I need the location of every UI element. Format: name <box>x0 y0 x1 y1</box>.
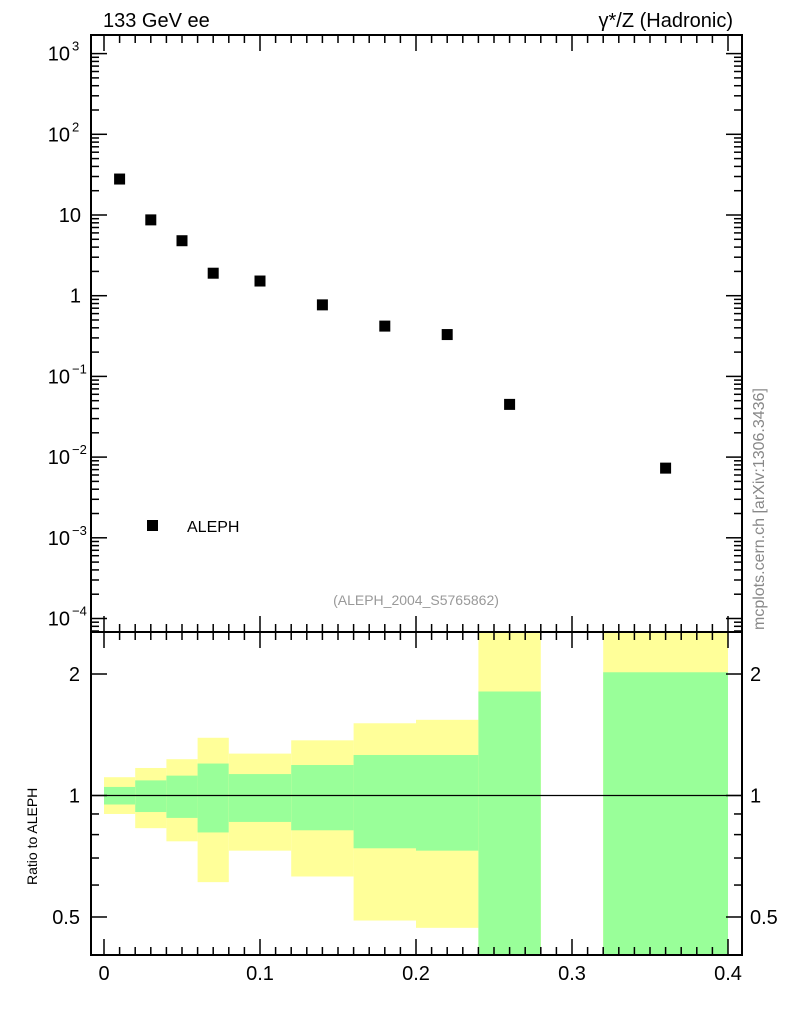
data-point <box>254 275 266 287</box>
title-right: γ*/Z (Hadronic) <box>599 10 733 32</box>
inner-band-bin <box>228 774 292 822</box>
inner-band-bin <box>291 765 354 831</box>
y-tick-exponent: 2 <box>72 119 79 134</box>
inner-band-bin <box>416 754 479 851</box>
inner-band-bin <box>603 672 728 955</box>
inner-band-bin <box>197 763 229 833</box>
ratio-ylabel: Ratio to ALEPH <box>24 788 40 885</box>
y-tick-label: 10 <box>48 44 70 66</box>
ratio-y-tick-label-right: 1 <box>750 786 761 808</box>
data-point <box>176 235 188 247</box>
ratio-y-tick-label-right: 0.5 <box>750 907 778 929</box>
x-tick-label: 0.4 <box>714 963 742 985</box>
data-point <box>660 462 672 474</box>
y-tick-label: 10 <box>48 528 70 550</box>
y-tick-label: 10 <box>48 124 70 146</box>
inner-band-bin <box>478 691 541 955</box>
data-point <box>207 267 219 279</box>
y-tick-label: 1 <box>70 286 81 308</box>
y-tick-exponent: 3 <box>72 39 79 54</box>
y-tick-label: 10 <box>59 205 81 227</box>
ratio-y-tick-label: 2 <box>69 664 80 686</box>
legend-label: ALEPH <box>187 519 239 536</box>
title-left: 133 GeV ee <box>103 10 210 32</box>
data-point <box>441 329 453 341</box>
side-label: mcplots.cern.ch [arXiv:1306.3436] <box>751 388 768 630</box>
data-point <box>504 398 516 410</box>
y-tick-exponent: −2 <box>72 442 87 457</box>
ratio-y-tick-label: 1 <box>69 786 80 808</box>
y-tick-exponent: −3 <box>72 523 87 538</box>
data-point <box>145 214 157 226</box>
ratio-y-tick-label: 0.5 <box>52 907 80 929</box>
data-point <box>379 320 391 332</box>
y-tick-exponent: −1 <box>72 361 87 376</box>
legend-marker <box>147 520 158 531</box>
y-tick-label: 10 <box>48 609 70 631</box>
x-tick-label: 0.1 <box>246 963 274 985</box>
x-tick-label: 0 <box>98 963 109 985</box>
data-point <box>114 173 126 185</box>
y-tick-label: 10 <box>48 366 70 388</box>
ratio-bands <box>104 632 728 955</box>
inner-band-bin <box>135 780 167 813</box>
ratio-y-tick-label-right: 2 <box>750 664 761 686</box>
x-tick-label: 0.2 <box>402 963 430 985</box>
inner-band-bin <box>353 754 416 849</box>
y-tick-label: 10 <box>48 447 70 469</box>
inner-band-bin <box>166 775 198 818</box>
main-frame <box>90 34 743 633</box>
x-tick-label: 0.3 <box>558 963 586 985</box>
data-point <box>316 299 328 311</box>
analysis-annotation: (ALEPH_2004_S5765862) <box>333 592 499 608</box>
data-points <box>114 173 672 474</box>
y-tick-exponent: −4 <box>72 604 87 619</box>
